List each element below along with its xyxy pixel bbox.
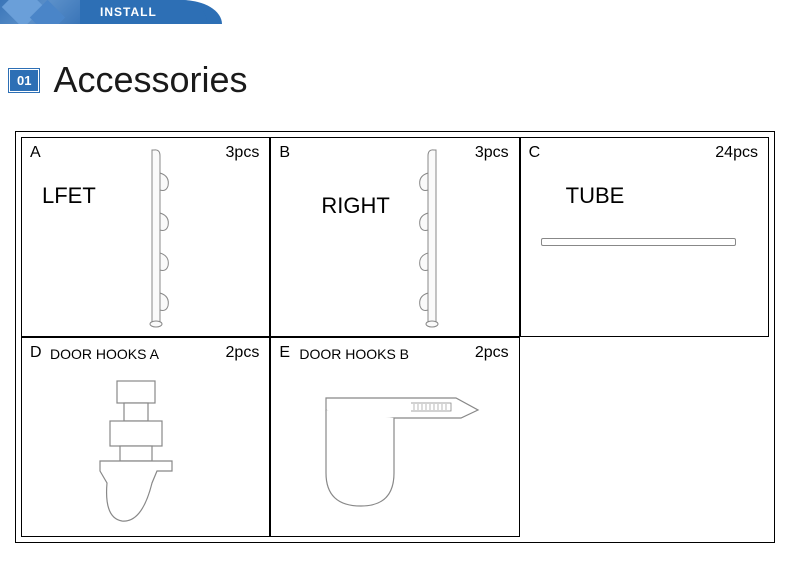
rack-left-illustration <box>142 148 172 328</box>
cell-letter: E <box>279 344 290 362</box>
cell-label: RIGHT <box>321 193 389 219</box>
cell-D: D DOOR HOOKS A 2pcs <box>21 337 270 537</box>
header-tab: INSTALL <box>0 0 790 24</box>
accessories-grid: A 3pcs LFET B 3pcs RIGHT <box>21 137 769 537</box>
hook-b-illustration <box>316 378 486 523</box>
rack-right-illustration <box>416 148 446 328</box>
accessories-grid-container: A 3pcs LFET B 3pcs RIGHT <box>15 131 775 543</box>
tab-label: INSTALL <box>80 0 207 24</box>
tab-icon <box>0 0 80 24</box>
cell-letter: A <box>30 144 41 162</box>
cell-label: LFET <box>42 183 96 209</box>
cell-letter: D <box>30 344 42 362</box>
cell-sublabel: DOOR HOOKS B <box>299 346 409 362</box>
cell-empty <box>520 337 769 537</box>
cell-qty: 24pcs <box>715 144 758 162</box>
cell-sublabel: DOOR HOOKS A <box>50 346 159 362</box>
cell-qty: 2pcs <box>226 344 260 362</box>
tube-illustration <box>541 238 748 246</box>
cell-A: A 3pcs LFET <box>21 137 270 337</box>
cell-C: C 24pcs TUBE <box>520 137 769 337</box>
cell-letter: B <box>279 144 290 162</box>
cell-E: E DOOR HOOKS B 2pcs <box>270 337 519 537</box>
section-header: 01 Accessories <box>10 59 790 101</box>
cell-B: B 3pcs RIGHT <box>270 137 519 337</box>
section-number: 01 <box>10 70 38 91</box>
section-title: Accessories <box>53 59 247 101</box>
cell-qty: 3pcs <box>475 144 509 162</box>
cell-qty: 3pcs <box>226 144 260 162</box>
cell-letter: C <box>529 144 541 162</box>
hook-a-illustration <box>82 373 192 533</box>
cell-label: TUBE <box>566 183 625 209</box>
cell-qty: 2pcs <box>475 344 509 362</box>
